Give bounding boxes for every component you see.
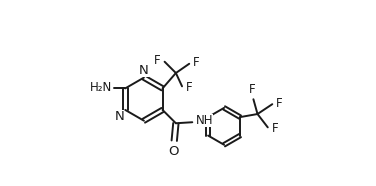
Text: N: N [139,64,149,77]
Text: F: F [249,83,256,96]
Text: F: F [186,81,193,94]
Text: F: F [271,122,278,135]
Text: F: F [276,97,283,110]
Text: N: N [115,110,124,123]
Text: F: F [154,54,161,67]
Text: O: O [168,145,179,158]
Text: NH: NH [196,114,214,127]
Text: H₂N: H₂N [90,81,112,94]
Text: F: F [193,56,200,69]
